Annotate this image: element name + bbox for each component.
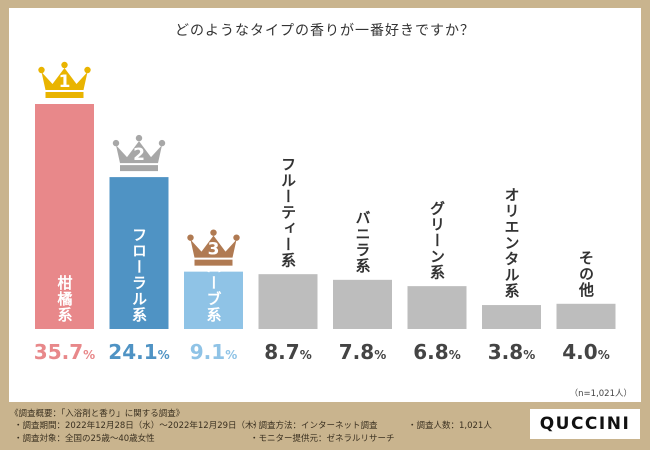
value-label-8: 4.0% (562, 340, 609, 364)
crown-icon-2 (116, 141, 162, 164)
survey-monitor: ・モニター提供元：ゼネラルリサーチ (250, 434, 395, 444)
crown-rank-3: 3 (208, 240, 220, 260)
crown-icon-1 (41, 68, 88, 90)
bar-1 (35, 104, 94, 329)
category-label-6: グリーン系 (428, 200, 446, 280)
category-label-1: 柑橘系 (56, 274, 74, 323)
crown-jewel-3-2 (210, 229, 217, 236)
value-label-3: 9.1% (190, 340, 237, 364)
category-label-2: フローラル系 (130, 227, 148, 323)
bar-2 (109, 177, 169, 329)
category-label-5: バニラ系 (354, 210, 372, 274)
bar-4 (258, 274, 318, 329)
category-label-7: オリエンタル系 (503, 187, 521, 299)
category-label-8: その他 (577, 250, 595, 298)
quccini-logo: QUCCINI (530, 409, 640, 439)
value-label-1: 35.7% (34, 340, 95, 364)
crown-jewel-2-1 (112, 139, 120, 147)
crown-jewel-2-3 (158, 139, 166, 147)
crown-jewel-1-3 (84, 66, 91, 74)
survey-period: ・調査期間：2022年12月28日（水）～2022年12月29日（木） (14, 421, 263, 431)
crown-rank-2: 2 (133, 145, 145, 165)
survey-count: ・調査人数：1,021人 (408, 421, 492, 431)
bar-6 (407, 286, 467, 329)
crown-rank-1: 1 (59, 72, 71, 92)
value-label-5: 7.8% (339, 340, 386, 364)
category-label-3: ハーブ系 (205, 259, 223, 323)
value-label-4: 8.7% (264, 340, 311, 364)
survey-footer: 《調査概要：「入浴剤と香り」に関する調査》 ・調査期間：2022年12月28日（… (0, 405, 650, 450)
chart-title: どのようなタイプの香りが一番好きですか？ (175, 23, 475, 39)
crown-jewel-1-2 (61, 61, 68, 69)
survey-target: ・調査対象：全国の25歳～40歳女性 (14, 434, 155, 444)
crown-jewel-1-1 (38, 66, 45, 74)
sample-size-note: （n=1,021人） (570, 388, 632, 399)
crown-base-1 (45, 92, 84, 98)
value-label-7: 3.8% (488, 340, 535, 364)
crown-jewel-3-1 (187, 234, 194, 241)
survey-method: ・調査方法：インターネット調査 (250, 421, 378, 431)
crown-base-2 (120, 165, 158, 172)
bar-5 (333, 279, 392, 329)
crown-icon-3 (190, 235, 237, 258)
crown-jewel-3-3 (233, 234, 240, 241)
value-label-2: 24.1% (108, 340, 169, 364)
bar-chart: 柑橘系 35.7% 1 フローラル系 24.1% 2 ハーブ系 9.1% 3 フルーティー系 8.7… (34, 61, 632, 399)
bar-8 (556, 303, 616, 329)
bar-3 (184, 271, 243, 329)
crown-jewel-2-2 (135, 134, 143, 142)
crown-base-3 (194, 259, 233, 266)
survey-summary: 《調査概要：「入浴剤と香り」に関する調査》 (10, 409, 185, 419)
bar-7 (482, 305, 541, 329)
category-label-4: フルーティー系 (279, 156, 297, 268)
value-label-6: 6.8% (413, 340, 460, 364)
